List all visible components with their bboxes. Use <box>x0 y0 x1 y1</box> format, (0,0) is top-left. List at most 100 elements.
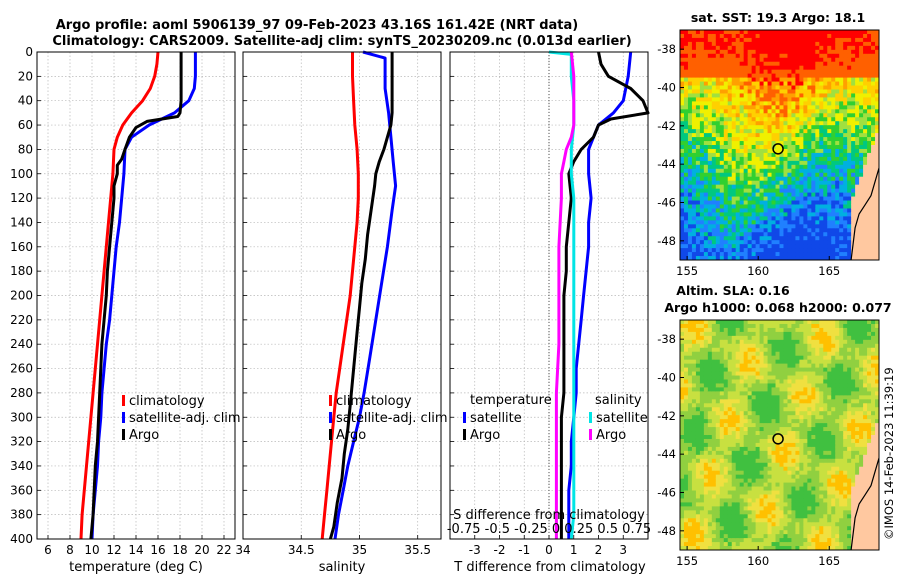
map-cell <box>843 37 848 43</box>
map-cell <box>871 188 876 194</box>
map-cell <box>831 57 836 63</box>
map-cell <box>803 37 808 43</box>
map-cell <box>739 518 745 523</box>
map-cell <box>863 73 868 79</box>
map-cell <box>751 30 757 35</box>
map-cell <box>799 117 804 122</box>
map-cell <box>875 89 879 94</box>
map-cell <box>847 81 852 87</box>
map-cell <box>775 538 780 543</box>
map-cell <box>847 49 852 55</box>
map-cell <box>743 363 749 369</box>
map-cell <box>680 383 685 388</box>
map-cell <box>731 514 737 519</box>
map-cell <box>743 97 749 102</box>
map-cell <box>707 164 713 170</box>
map-cell <box>711 133 717 138</box>
map-cell <box>683 113 689 118</box>
map-cell <box>680 216 685 221</box>
map-cell <box>787 196 792 202</box>
map-cell <box>719 367 725 373</box>
map-cell <box>739 125 745 130</box>
map-cell <box>699 61 705 67</box>
map-cell <box>680 73 685 79</box>
map-cell <box>755 478 761 484</box>
map-cell <box>735 506 741 511</box>
map-cell <box>739 30 745 35</box>
map-cell <box>707 109 713 114</box>
map-cell <box>683 232 689 237</box>
map-cell <box>699 399 705 404</box>
map-cell <box>739 224 745 229</box>
map-cell <box>799 30 804 35</box>
map-cell <box>711 546 717 550</box>
map-cell <box>751 371 757 377</box>
map-cell <box>751 454 757 460</box>
map-cell <box>771 530 777 535</box>
map-cell <box>827 188 832 194</box>
map-cell <box>835 129 840 134</box>
map-cell <box>859 93 864 98</box>
map-cell <box>739 320 745 325</box>
map-cell <box>763 204 769 209</box>
map-cell <box>791 403 796 408</box>
map-cell <box>795 41 800 47</box>
map-cell <box>731 220 737 225</box>
map-cell <box>743 152 749 158</box>
map-cell <box>699 407 705 412</box>
map-cell <box>771 105 777 110</box>
map-cell <box>803 57 808 63</box>
map-cell <box>771 351 777 357</box>
map-cell <box>707 77 713 83</box>
map-cell <box>771 458 777 464</box>
map-cell <box>783 518 788 523</box>
map-cell <box>791 37 796 43</box>
map-cell <box>687 387 693 392</box>
x-tick-label: 10 <box>84 543 99 557</box>
map-cell <box>823 164 828 170</box>
map-cell <box>779 93 784 98</box>
map-cell <box>719 375 725 380</box>
legend-swatch <box>329 412 332 423</box>
map-cell <box>731 125 737 130</box>
map-cell <box>743 168 749 174</box>
map-cell <box>711 81 717 87</box>
map-cell <box>859 85 864 90</box>
map-cell <box>863 180 868 186</box>
map-cell <box>687 331 693 337</box>
map-cell <box>719 117 725 122</box>
map-cell <box>791 53 796 59</box>
map-cell <box>843 61 848 67</box>
map-cell <box>791 216 796 221</box>
map-cell <box>731 252 737 257</box>
x-tick-label: -1 <box>518 543 530 557</box>
map-cell <box>847 125 852 130</box>
map-cell <box>867 105 872 110</box>
map-cell <box>759 379 765 384</box>
map-cell <box>680 121 685 126</box>
map-cell <box>795 176 800 182</box>
y-tick-label: 60 <box>18 118 33 132</box>
map-cell <box>851 113 856 118</box>
map-cell <box>799 93 804 98</box>
map-cell <box>779 188 784 194</box>
map-cell <box>683 65 689 71</box>
map-cell <box>707 423 713 428</box>
map-cell <box>691 415 697 420</box>
map-cell <box>743 224 749 229</box>
map-cell <box>843 89 848 94</box>
map-cell <box>680 454 685 460</box>
map-cell <box>779 208 784 213</box>
map-cell <box>851 200 856 205</box>
map-cell <box>815 113 820 118</box>
map-cell <box>755 41 761 47</box>
map-cell <box>680 335 685 341</box>
map-cell <box>691 343 697 349</box>
map-cell <box>735 359 741 365</box>
map-cell <box>680 542 685 547</box>
map-cell <box>783 359 788 365</box>
map-cell <box>775 522 780 527</box>
map-cell <box>695 415 701 420</box>
map-cell <box>691 164 697 170</box>
map-cell <box>751 478 757 484</box>
